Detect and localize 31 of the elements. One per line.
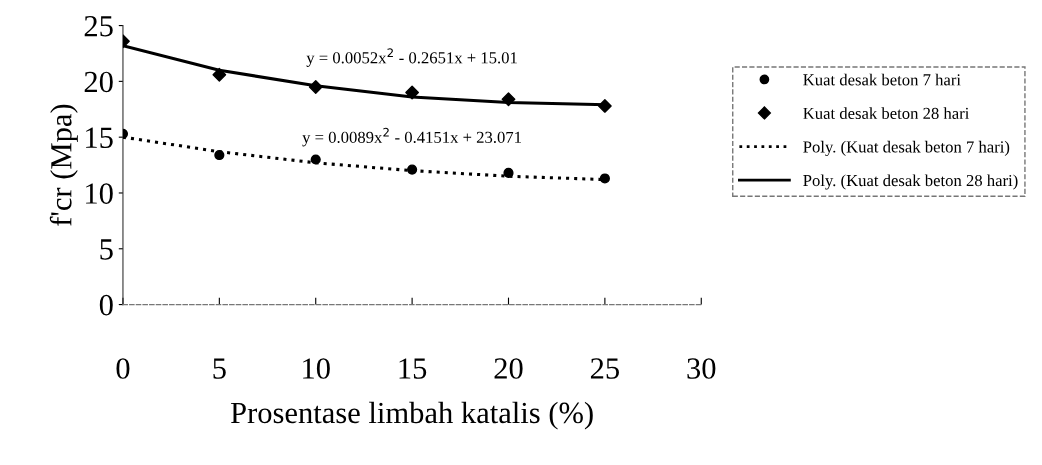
legend-label: Poly. (Kuat desak beton 7 hari): [803, 140, 1010, 156]
legend-label: Kuat desak beton 7 hari: [803, 73, 961, 86]
y-tick-label: 25: [84, 15, 113, 37]
point: [310, 154, 321, 165]
x-axis-title: Prosentase limbah katalis (%): [230, 401, 593, 430]
annotation: y = 0.0089x$^{2}$ - 0.4151x + 23.071: [302, 127, 521, 147]
point: [212, 67, 227, 82]
y-tick-label: 15: [86, 127, 113, 149]
point: [503, 167, 514, 178]
point: [405, 85, 420, 100]
legend-label: Poly. (Kuat desak beton 28 hari): [803, 174, 1018, 190]
x-tick-label: 20: [494, 358, 523, 379]
y-tick-label: 0: [99, 294, 113, 316]
y-tick-label: 5: [100, 239, 113, 260]
point: [214, 149, 225, 161]
y-tick-label: 10: [86, 183, 113, 204]
y-tick-label: 20: [84, 71, 113, 93]
x-tick-label: 10: [303, 358, 330, 379]
x-tick-label: 0: [116, 358, 130, 379]
x-tick-label: 25: [590, 358, 619, 379]
point: [308, 80, 323, 94]
point: [407, 164, 418, 175]
annotation: y = 0.0052x$^{2}$ - 0.2651x + 15.01: [306, 48, 517, 67]
x-tick-label: 15: [399, 358, 427, 379]
x-tick-label: 5: [213, 358, 226, 379]
x-tick-label: 30: [687, 358, 716, 379]
point: [501, 92, 516, 107]
y-axis-title: f'cr (Mpa): [49, 104, 78, 226]
legend-label: Kuat desak beton 28 hari: [803, 107, 970, 119]
point: [599, 173, 610, 184]
point: [597, 99, 612, 113]
